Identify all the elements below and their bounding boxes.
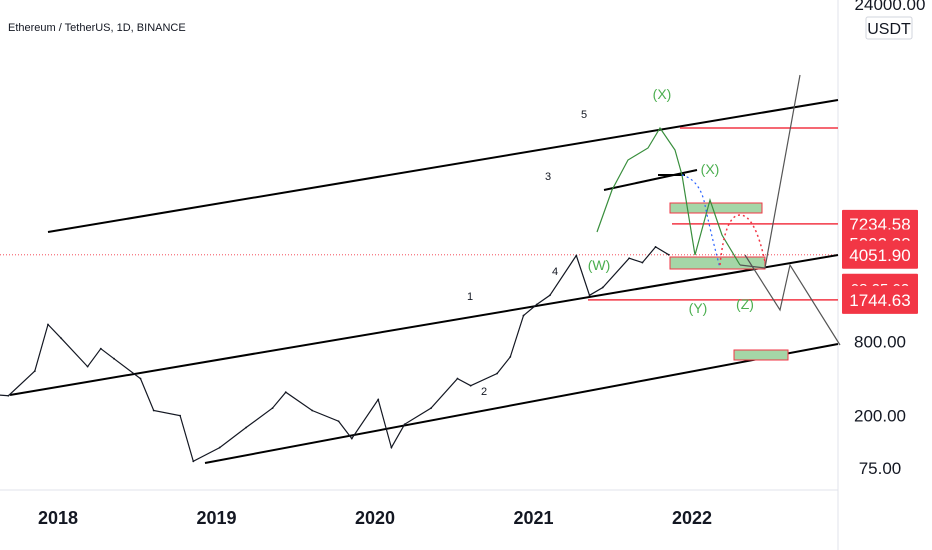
price-point [152,409,155,412]
top-partial-tick-label: 24000.00 [855,0,926,14]
price-tag-bg [842,240,918,269]
price-point [509,355,512,358]
price-point [522,314,525,317]
price-point [601,286,604,289]
currency-box[interactable] [865,16,913,40]
price-point [654,245,657,248]
price-point [641,261,644,264]
projection-path-blue [681,174,721,269]
lower-channel-line [204,343,839,464]
price-tag-bg [842,285,918,314]
price-point [535,303,538,306]
price-point [33,370,36,372]
y-tick-label: 200.00 [854,407,906,426]
price-point [86,365,89,368]
y-tick-label: 75.00 [859,459,902,478]
price-point [628,257,631,260]
price-point [47,323,49,326]
price-point [377,398,380,401]
projection-path-bear [744,254,841,346]
wave-label-green: (X) [701,161,720,177]
wave-label-green: (Z) [736,296,754,312]
price-point [311,409,314,412]
wave-label: 3 [545,171,551,183]
wave-label: 4 [552,266,558,278]
wave-label-green: (Y) [689,300,708,316]
price-point [496,372,498,375]
middle-channel-line [9,254,839,396]
wave-label: 2 [481,386,487,398]
symbol-title: Ethereum / TetherUS, 1D, BINANCE [8,22,186,34]
price-tag: 7234.58 [849,215,910,234]
x-tick-label: 2021 [513,508,553,528]
target-zone [669,202,763,214]
price-point [390,446,393,449]
price-point [667,253,670,256]
price-point [60,337,63,340]
price-point [179,414,181,417]
wave-label: 1 [467,291,473,303]
price-point [430,407,432,410]
price-point [350,437,353,440]
price-tag: 1744.63 [849,291,910,310]
price-point [7,394,10,397]
projection-path-bull [739,74,801,269]
x-tick-label: 2020 [355,508,395,528]
price-point [588,294,591,297]
wave-label-green: (X) [653,86,672,102]
x-tick-label: 2022 [672,508,712,528]
price-point [456,377,459,380]
projection-path-green [596,126,741,266]
price-point [337,420,340,423]
price-point [403,423,406,426]
price-point [139,377,142,380]
y-tick-label: 800.00 [854,333,906,352]
price-point [99,347,102,350]
wave-label: 5 [581,109,587,121]
price-point [271,407,274,410]
price-point [549,294,551,297]
currency-label: USDT [867,21,911,38]
price-point [575,254,578,257]
price-point [218,446,221,449]
wave-label-green: (W) [588,257,611,273]
x-tick-label: 2019 [196,508,236,528]
upper-channel-line [47,99,839,233]
price-point [113,357,115,360]
price-point [469,384,472,387]
price-point [192,460,195,463]
target-zone [733,349,789,361]
price-point [245,426,248,429]
price-point [284,391,287,394]
price-tag: 4051.90 [849,246,910,265]
target-zone [669,256,766,270]
price-series-line [0,246,670,463]
x-tick-label: 2018 [38,508,78,528]
